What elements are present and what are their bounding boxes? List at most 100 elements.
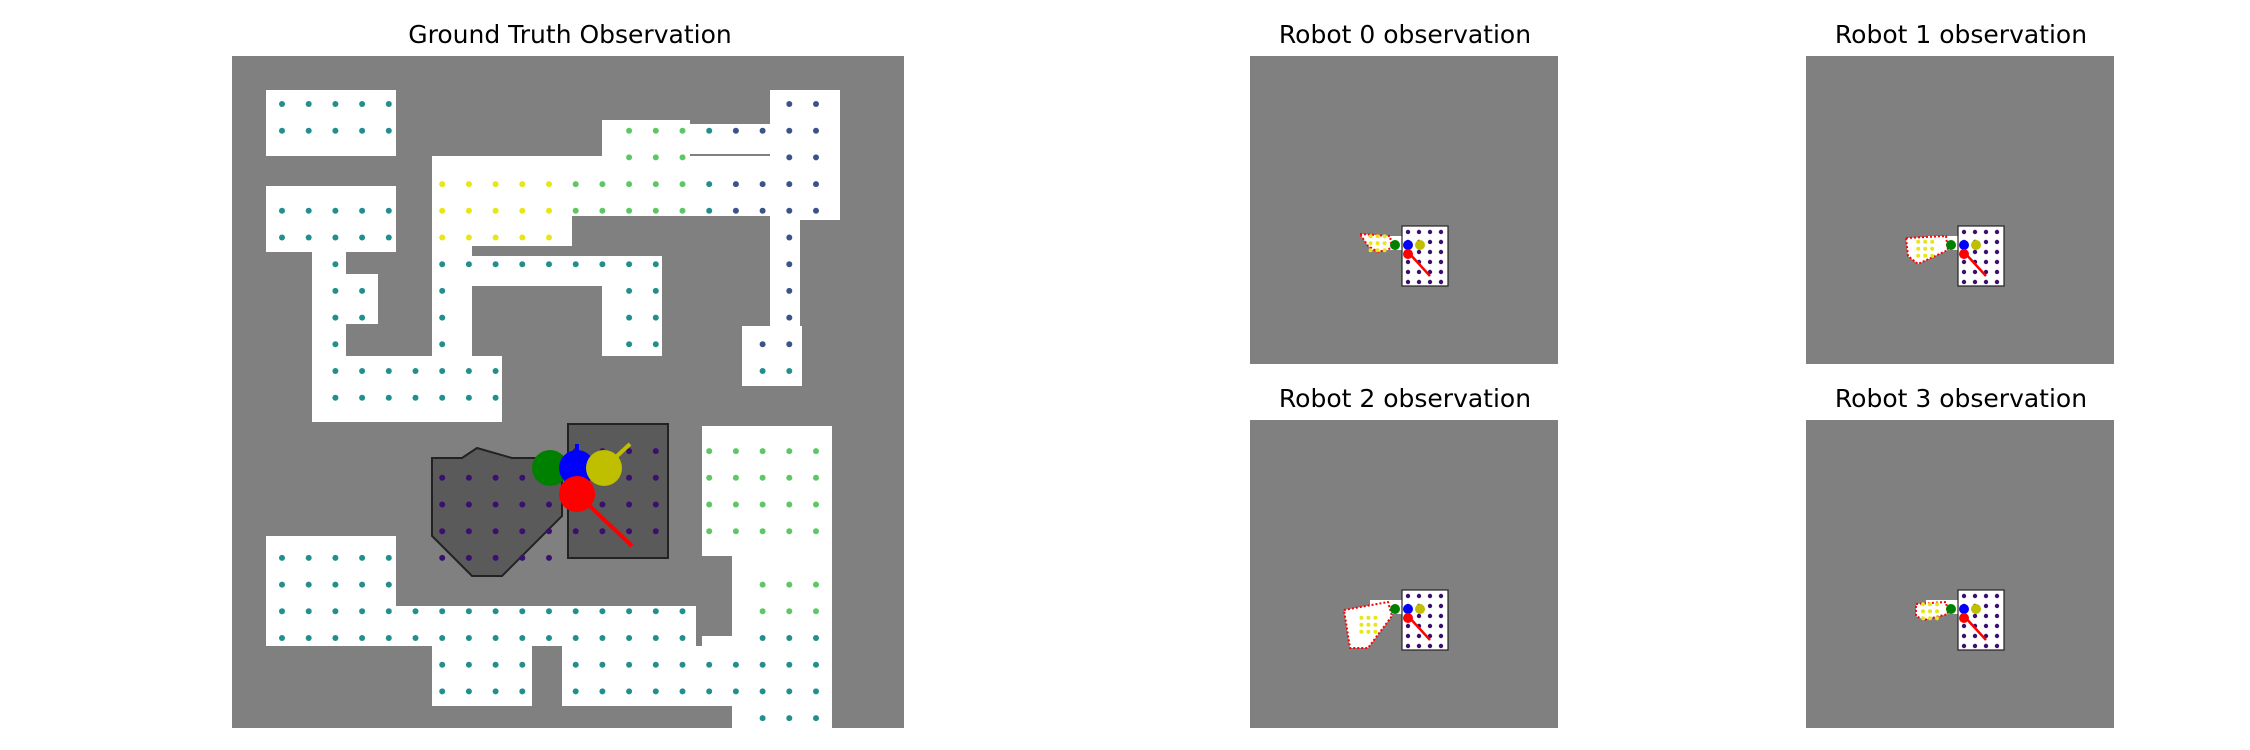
cell-dot [652, 448, 659, 455]
robot0-title: Robot 0 observation [1278, 20, 1532, 49]
free-space [742, 326, 802, 386]
cell-dot [1438, 643, 1444, 649]
cell-dot [1983, 623, 1989, 629]
cell-dot [652, 528, 659, 535]
cell-dot [1983, 603, 1989, 609]
cell-dot [1438, 633, 1444, 639]
cell-dot [1438, 613, 1444, 619]
cell-dot [1373, 622, 1378, 627]
cell-dot [1935, 616, 1939, 621]
cell-dot [1368, 248, 1373, 253]
cell-dot [465, 181, 472, 188]
cell-dot [546, 501, 552, 508]
cell-dot [305, 581, 312, 588]
cell-dot [492, 394, 499, 401]
cell-dot [1416, 643, 1422, 649]
cell-dot [1994, 593, 2000, 599]
cell-dot [385, 554, 392, 561]
cell-dot [359, 287, 366, 294]
cell-dot [759, 661, 766, 668]
cell-dot [813, 154, 819, 161]
cell-dot [1438, 269, 1444, 275]
cell-dot [759, 474, 766, 481]
cell-dot [813, 207, 819, 214]
cell-dot [1373, 629, 1378, 634]
cell-dot [519, 688, 526, 695]
cell-dot [813, 127, 819, 134]
cell-dot [359, 127, 366, 134]
cell-dot [626, 261, 633, 268]
cell-dot [439, 661, 446, 668]
cell-dot [732, 474, 739, 481]
cell-dot [359, 101, 366, 107]
cell-dot [492, 261, 499, 268]
robot2-panel: Robot 2 observation [1250, 364, 1560, 734]
cell-dot [786, 181, 793, 188]
cell-dot [1438, 229, 1444, 235]
robot0-map [1250, 56, 1558, 364]
cell-dot [519, 474, 526, 481]
cell-dot [1961, 623, 1967, 629]
ground-truth-title: Ground Truth Observation [408, 20, 732, 49]
cell-dot [359, 394, 366, 401]
cell-dot [332, 287, 339, 294]
cell-dot [1416, 279, 1422, 285]
frontier-region [1915, 600, 1950, 622]
cell-dot [706, 528, 713, 535]
cell-dot [1366, 615, 1371, 620]
cell-dot [1921, 602, 1925, 607]
cell-dot [492, 688, 499, 695]
cell-dot [279, 608, 285, 615]
robot2-map [1250, 420, 1558, 728]
cell-dot [652, 207, 659, 214]
cell-dot [439, 554, 446, 561]
cell-dot [732, 207, 739, 214]
cell-dot [759, 501, 766, 508]
cell-dot [519, 608, 526, 615]
cell-dot [813, 608, 819, 615]
cell-dot [1359, 629, 1364, 634]
cell-dot [626, 635, 633, 641]
cell-dot [652, 341, 659, 348]
cell-dot [1923, 239, 1928, 244]
cell-dot [1427, 259, 1433, 265]
cell-dot [359, 207, 366, 214]
cell-dot [1375, 241, 1380, 246]
cell-dot [1994, 259, 2000, 265]
cell-dot [1373, 615, 1378, 620]
cell-dot [706, 207, 713, 214]
cell-dot [759, 688, 766, 695]
cell-dot [759, 528, 766, 535]
cell-dot [679, 688, 686, 695]
cell-dot [412, 394, 419, 401]
robot0-marker [1959, 613, 1969, 623]
cell-dot [332, 608, 339, 615]
cell-dot [626, 154, 633, 161]
cell-dot [759, 715, 766, 722]
cell-dot [759, 181, 766, 188]
cell-dot [1994, 229, 2000, 235]
cell-dot [1935, 609, 1939, 614]
cell-dot [359, 635, 366, 641]
cell-dot [332, 581, 339, 588]
cell-dot [332, 394, 339, 401]
cell-dot [759, 368, 766, 374]
cell-dot [626, 661, 633, 668]
cell-dot [1427, 229, 1433, 235]
cell-dot [786, 127, 793, 134]
cell-dot [1972, 279, 1978, 285]
cell-dot [279, 635, 285, 641]
cell-dot [1416, 633, 1422, 639]
cell-dot [519, 635, 526, 641]
cell-dot [1416, 229, 1422, 235]
cell-dot [546, 181, 552, 188]
cell-dot [813, 528, 819, 535]
cell-dot [1994, 249, 2000, 255]
free-space [602, 256, 662, 356]
cell-dot [786, 581, 793, 588]
cell-dot [1983, 643, 1989, 649]
cell-dot [1416, 269, 1422, 275]
cell-dot [465, 261, 472, 268]
unexplored-background [1250, 56, 1558, 364]
robot2-marker [1946, 604, 1956, 614]
